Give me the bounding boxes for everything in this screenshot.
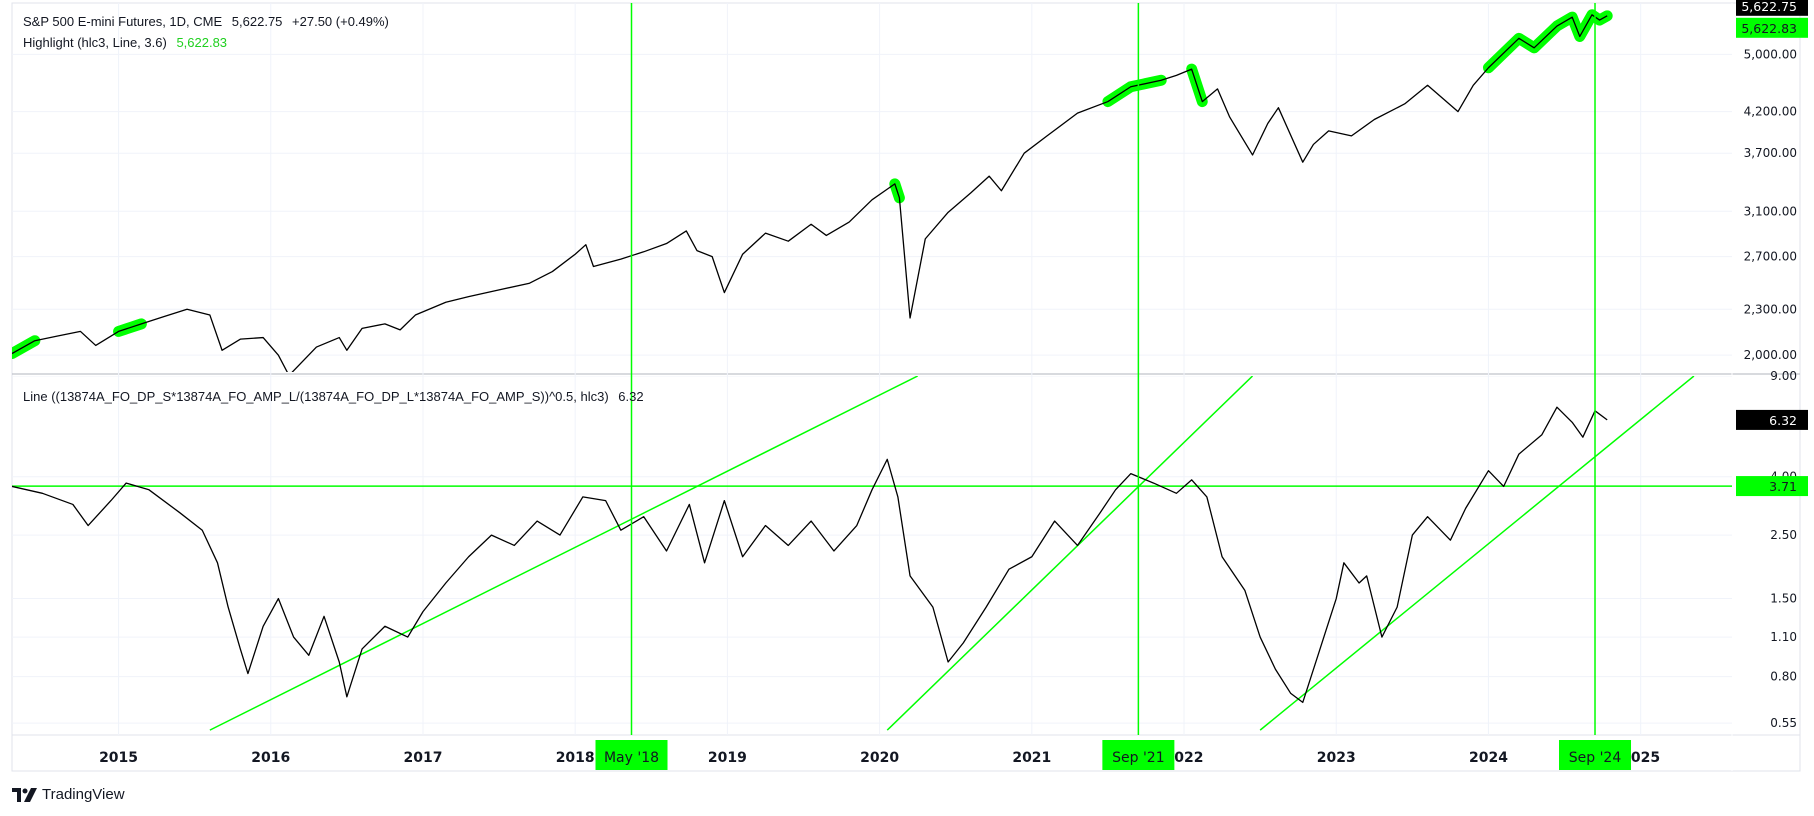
price-tag-bg [1736,476,1808,497]
x-tick-label: 2018 [556,750,595,766]
lower-indicator-label: Line ((13874A_FO_DP_S*13874A_FO_AMP_L/(1… [23,389,609,404]
x-tick-label: 2024 [1469,750,1508,766]
tradingview-logo-icon [12,787,37,802]
y-tick-label: 2,000.00 [1744,348,1797,362]
y-tick-label: 1.10 [1770,630,1797,644]
symbol-label: S&P 500 E-mini Futures, 1D, CME [23,14,223,29]
y-tick-label: 2,300.00 [1744,302,1797,316]
chart-frame [11,2,1801,772]
y-tick-label: 0.80 [1770,670,1797,684]
marker-date-tag-bg [595,740,668,770]
price-tag-label: 5,622.83 [1741,21,1797,36]
price-tag-bg [1736,0,1808,16]
price-change: +27.50 (+0.49%) [292,14,389,29]
marker-date-tag-label: Sep '21 [1112,750,1165,766]
indicator-series-line [12,406,1608,704]
legend-bottom: Line ((13874A_FO_DP_S*13874A_FO_AMP_L/(1… [23,389,644,404]
legend-top-row2: Highlight (hlc3, Line, 3.6) 5,622.83 [23,35,227,50]
y-tick-label: 2,700.00 [1744,250,1797,264]
marker-date-tag-bg [1559,740,1632,770]
x-tick-label: 2023 [1317,750,1356,766]
legend-top-row1: S&P 500 E-mini Futures, 1D, CME 5,622.75… [23,14,389,29]
indicator-pane [12,376,1732,731]
indicator-value: 5,622.83 [176,35,228,50]
y-tick-label: 9.00 [1770,369,1797,383]
y-tick-label: 3,700.00 [1744,146,1797,160]
last-price: 5,622.75 [231,14,283,29]
x-tick-label: 2019 [708,750,747,766]
y-tick-label: 4,200.00 [1744,105,1797,119]
price-tag-label: 5,622.75 [1741,0,1797,14]
x-tick-label: 2015 [99,750,138,766]
marker-date-tag-label: Sep '24 [1569,750,1622,766]
y-tick-label: 1.50 [1770,592,1797,606]
y-tick-label: 5,000.00 [1744,47,1797,61]
trend-line [1259,376,1695,731]
y-tick-label: 0.55 [1770,716,1797,730]
price-tag-bg [1736,409,1808,430]
tradingview-brand[interactable]: TradingView [12,786,125,803]
x-tick-label: 2017 [403,750,442,766]
price-tag-bg [1736,17,1808,38]
x-tick-label: 2020 [860,750,899,766]
lower-indicator-value: 6.32 [618,389,644,404]
trend-line [209,376,918,731]
marker-date-tag-label: May '18 [604,750,659,766]
x-tick-label: 2016 [251,750,290,766]
price-tag-label: 3.71 [1769,479,1797,494]
price-tag-label: 6.32 [1769,413,1797,428]
brand-name: TradingView [42,786,125,803]
y-tick-label: 3,100.00 [1744,204,1797,218]
price-series-line [12,14,1608,372]
price-pane [12,9,1732,372]
marker-date-tag-bg [1102,740,1175,770]
trend-line [886,376,1254,731]
y-tick-label: 2.50 [1770,528,1797,542]
indicator-label: Highlight (hlc3, Line, 3.6) [23,35,167,50]
x-tick-label: 2021 [1012,750,1051,766]
